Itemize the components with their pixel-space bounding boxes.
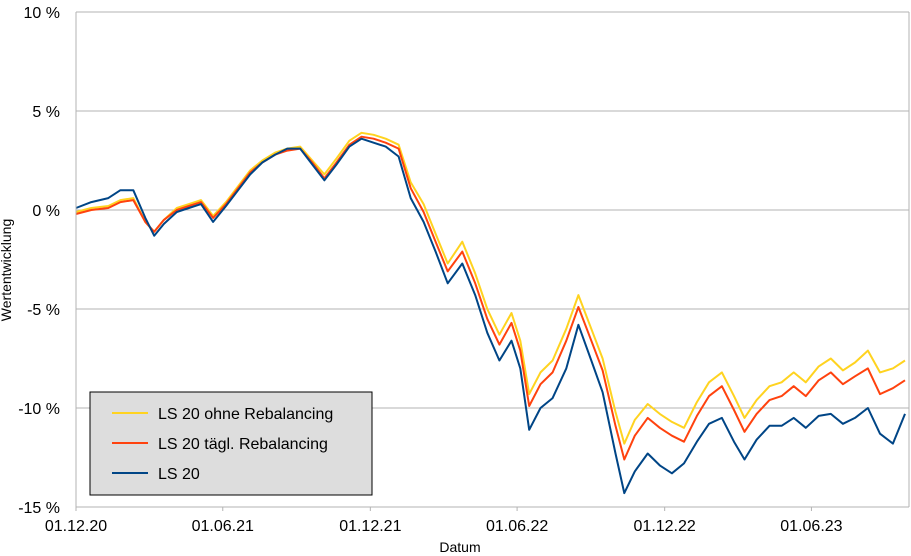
y-tick-label: 5 % bbox=[32, 104, 60, 121]
x-tick-label: 01.06.21 bbox=[192, 518, 254, 535]
series-line-0 bbox=[75, 131, 906, 445]
legend-label-ls20: LS 20 bbox=[158, 466, 200, 483]
x-tick-label: 01.12.20 bbox=[45, 518, 107, 535]
series-line-2 bbox=[75, 137, 906, 495]
x-tick-label: 01.12.21 bbox=[339, 518, 401, 535]
y-axis-title: Wertentwicklung bbox=[0, 219, 14, 321]
y-tick-label: -10 % bbox=[18, 401, 60, 418]
axes: 10 % 5 % 0 % -5 % -10 % -15 %01.12.20 01.06.21… bbox=[18, 5, 910, 535]
x-axis-title: Datum bbox=[439, 539, 480, 555]
y-tick-label: 10 % bbox=[24, 5, 60, 22]
x-tick-label: 01.06.22 bbox=[486, 518, 548, 535]
x-tick-label: 01.12.22 bbox=[634, 518, 696, 535]
y-tick-label: -15 % bbox=[18, 500, 60, 517]
y-tick-label: -5 % bbox=[27, 302, 60, 319]
series-line-1 bbox=[75, 135, 906, 461]
legend-label-ls20-ohne-rebalancing: LS 20 ohne Rebalancing bbox=[158, 406, 333, 423]
legend-label-ls20-taegl-rebalancing: LS 20 tägl. Rebalancing bbox=[158, 436, 328, 453]
legend-box bbox=[89, 391, 373, 496]
x-tick-label: 01.06.23 bbox=[780, 518, 842, 535]
y-tick-label: 0 % bbox=[32, 203, 60, 220]
series-lines bbox=[75, 131, 906, 495]
legend: LS 20 ohne Rebalancing LS 20 tägl. Rebal… bbox=[89, 391, 373, 496]
